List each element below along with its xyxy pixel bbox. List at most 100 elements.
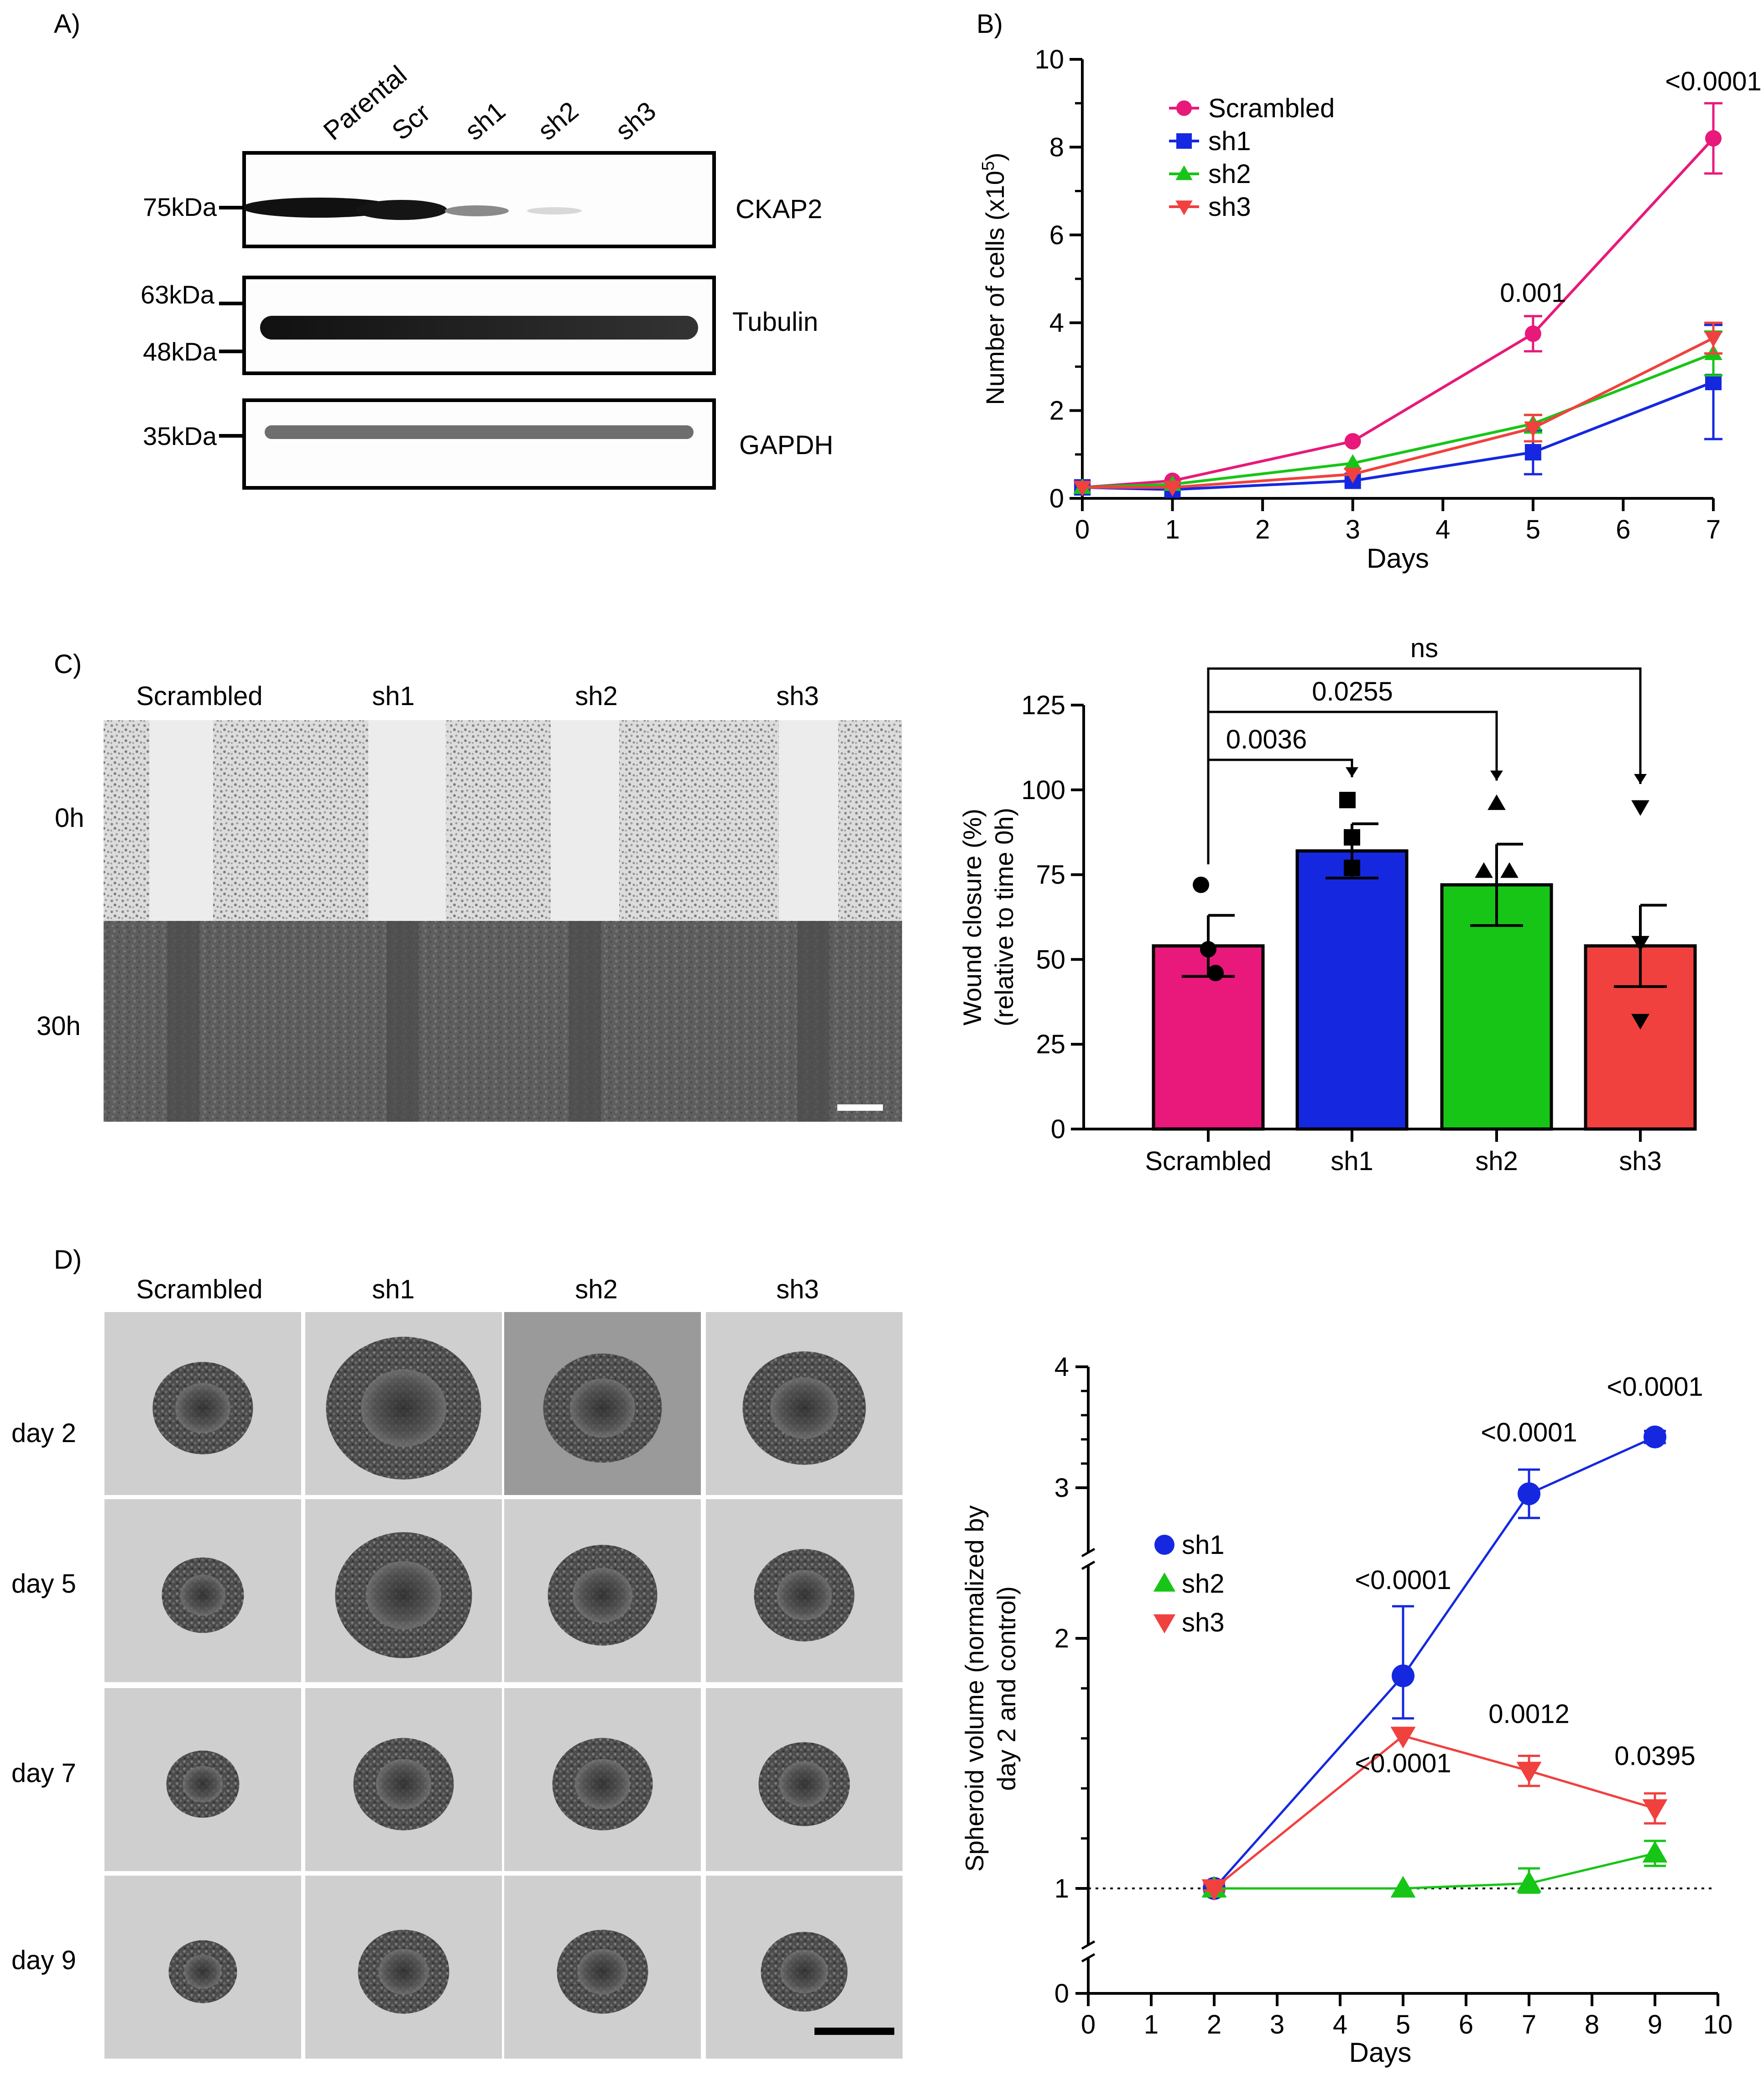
x-tick-label: 3 [1270,2010,1284,2039]
bracket-arrow [1490,770,1503,781]
series-sh3 [1201,1726,1668,1901]
axis-break-mark [1081,1953,1096,1963]
data-point [1631,1014,1649,1030]
x-tick-label: 7 [1706,515,1721,544]
spheroid-image [303,1497,504,1684]
spheroid-image [704,1686,904,1873]
lane-label: sh3 [610,96,662,146]
data-point [1392,1664,1414,1688]
x-tick-label: 5 [1396,2010,1410,2039]
column-label: sh1 [372,1275,415,1304]
y-tick-label: 0 [1049,484,1064,513]
data-point [1524,325,1541,342]
bracket-arrow [1346,767,1358,778]
spheroid-column-labels: Scrambled sh1 sh2 sh3 [136,1275,819,1304]
data-point [1500,862,1519,878]
panel-label-b: B) [976,9,1003,39]
y-tick-label: 10 [1034,45,1064,74]
series-line [1213,1734,1655,1889]
band [445,205,509,216]
band [356,200,447,220]
p-value-label: 0.0012 [1488,1699,1569,1729]
lane-label: Scr [386,98,436,146]
band [265,425,694,439]
legend-label: sh3 [1208,192,1251,222]
p-value-label: 0.001 [1500,278,1566,308]
spheroid-core [183,1766,223,1803]
x-tick-label: 3 [1346,515,1360,544]
p-value-label: ns [1410,633,1438,663]
column-label: Scrambled [136,1275,262,1304]
series-line [1082,337,1714,489]
marker-label: 48kDa [143,337,217,366]
wound-gap [779,720,838,921]
legend-marker [1176,133,1192,149]
blot-ckap2: 75kDa CKAP2 [143,151,822,248]
x-tick-label: 4 [1435,515,1450,544]
data-point [1631,936,1649,952]
legend-marker [1153,1572,1176,1592]
data-point [1200,941,1216,958]
x-tick-label: 4 [1333,2010,1347,2039]
series-scrambled [1074,102,1722,496]
spheroid-image [502,1497,703,1684]
x-tick-label: 1 [1144,2010,1159,2039]
p-value-label: <0.0001 [1355,1565,1451,1595]
legend-label: sh2 [1182,1569,1225,1599]
spheroid-image [103,1497,303,1684]
row-label: day 7 [11,1758,76,1788]
data-point [1390,1726,1416,1749]
x-tick-label: 6 [1616,515,1630,544]
legend-label: sh2 [1208,159,1251,189]
data-point [1631,800,1649,816]
series-line [1214,1852,1655,1890]
spheroid-core [378,1949,429,1995]
p-value-label: 0.0395 [1614,1741,1695,1771]
legend-label: sh1 [1208,126,1251,156]
data-point [1344,859,1360,876]
x-tick-label: 7 [1522,2010,1536,2039]
spheroid-core [175,1383,230,1433]
spheroid-core [376,1759,431,1809]
axis-break-mark [1081,1560,1096,1570]
x-axis-label: Days [1349,2037,1412,2068]
data-point [1344,433,1361,450]
spheroid-image [303,1874,504,2060]
data-point [1642,1799,1668,1821]
data-point [1073,481,1091,497]
x-tick-label: sh3 [1619,1146,1662,1176]
y-tick-label: 2 [1049,396,1064,426]
y-tick-label: 0 [1054,1979,1069,2008]
spheroid-image [502,1686,703,1873]
y-tick-label: 2 [1054,1624,1069,1653]
column-label: sh3 [776,681,819,711]
wound-chart: 0 25 50 75 100 125 Wound closure (%) (relative … [958,633,1697,1176]
row-label: 0h [55,803,84,833]
series-sh3 [1073,321,1722,497]
y-tick-label: 50 [1036,945,1065,974]
x-tick-label: 9 [1648,2010,1662,2039]
column-label: sh3 [776,1275,819,1304]
y-tick-label: 4 [1054,1352,1069,1382]
wound-image-30h [104,921,304,1122]
marker-label: 63kDa [141,280,215,309]
p-value-label: 0.0255 [1312,677,1393,706]
data-point [1475,862,1493,878]
x-tick-label: 2 [1207,2010,1221,2039]
bracket-line [1207,667,1642,864]
series-line [1213,1436,1656,1889]
spheroid-image [103,1310,303,1497]
wound-gap [386,921,418,1122]
lane-label: sh1 [459,96,511,146]
data-point [1343,467,1362,483]
p-value-label: <0.0001 [1607,1372,1703,1402]
y-tick-label: 1 [1054,1874,1069,1903]
spheroid-chart: 0 1 2 3 4 0 1 2 3 4 5 6 7 8 9 10 Days Spheroid volume (no… [960,1352,1733,2068]
series-sh2 [1201,1840,1668,1898]
spheroid-core [575,1759,630,1809]
data-point [1193,876,1209,893]
row-label: day 2 [11,1418,76,1448]
bar [1295,849,1409,1131]
wound-gap [569,921,601,1122]
series-line [1082,352,1714,489]
